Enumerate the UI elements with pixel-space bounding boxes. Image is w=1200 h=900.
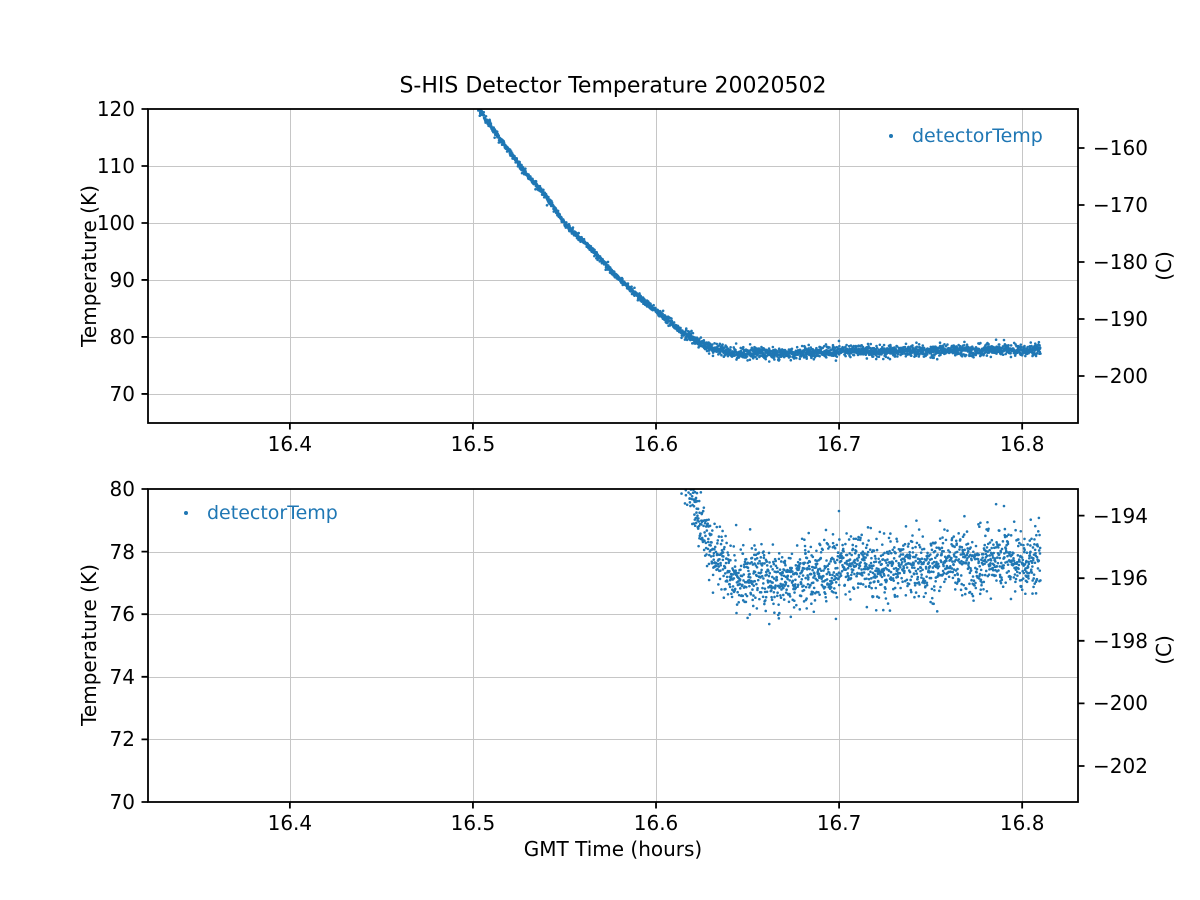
top-ytick-label-left: 110: [96, 153, 135, 178]
legend-bottom: detectorTemp: [184, 502, 338, 524]
top-xtick-label: 16.6: [633, 432, 679, 456]
top-ytick-label-left: 120: [96, 97, 135, 121]
legend-top: detectorTemp: [889, 125, 1043, 147]
top-ytick-label-left: 80: [109, 324, 135, 349]
top-ytick-label-right: −170: [1093, 193, 1148, 218]
top-ytick-label-right: −200: [1093, 363, 1148, 388]
bottom-ytick-label-right: −200: [1093, 691, 1148, 716]
legend-label: detectorTemp: [912, 125, 1043, 147]
bottom-xtick-label: 16.8: [999, 811, 1045, 835]
top-y-axis-label-right: (C): [1152, 251, 1176, 281]
top-ytick-label-left: 100: [96, 210, 135, 235]
legend-marker-dot: [889, 134, 893, 138]
x-axis-label: GMT Time (hours): [523, 837, 703, 861]
bottom-ytick-label-right: −194: [1093, 503, 1148, 528]
top-xtick-label: 16.7: [816, 432, 862, 456]
chart-title: S-HIS Detector Temperature 20020502: [399, 73, 827, 99]
top-ytick-label-right: −160: [1093, 136, 1148, 161]
bottom-ytick-label-left: 72: [109, 727, 135, 752]
bottom-ytick-label-left: 76: [109, 602, 135, 627]
top-xtick-label: 16.4: [267, 432, 313, 456]
legend-marker-dot: [184, 511, 188, 515]
bottom-ytick-label-right: −196: [1093, 566, 1148, 591]
bottom-xtick-label: 16.4: [267, 811, 313, 835]
top-ytick-label-right: −190: [1093, 306, 1148, 331]
bottom-xtick-label: 16.7: [816, 811, 862, 835]
top-xtick-label: 16.8: [999, 432, 1045, 456]
bottom-y-axis-label-right: (C): [1152, 635, 1176, 665]
top-ytick-label-right: −180: [1093, 250, 1148, 274]
bottom-ytick-label-right: −198: [1093, 628, 1148, 653]
bottom-y-axis-label-left: Temperature (K): [77, 564, 101, 726]
bottom-xtick-label: 16.6: [633, 811, 679, 835]
top-y-axis-label-left: Temperature (K): [77, 185, 101, 347]
top-ytick-label-left: 70: [109, 381, 135, 406]
bottom-ytick-label-right: −202: [1093, 754, 1148, 778]
bottom-xtick-label: 16.5: [450, 811, 496, 835]
legend-label: detectorTemp: [207, 502, 338, 524]
bottom-ytick-label-left: 74: [109, 664, 135, 689]
bottom-ytick-label-left: 70: [109, 790, 135, 814]
bottom-ytick-label-left: 78: [109, 539, 135, 564]
top-xtick-label: 16.5: [450, 432, 496, 456]
top-ytick-label-left: 90: [109, 267, 135, 292]
bottom-ytick-label-left: 80: [109, 477, 135, 501]
